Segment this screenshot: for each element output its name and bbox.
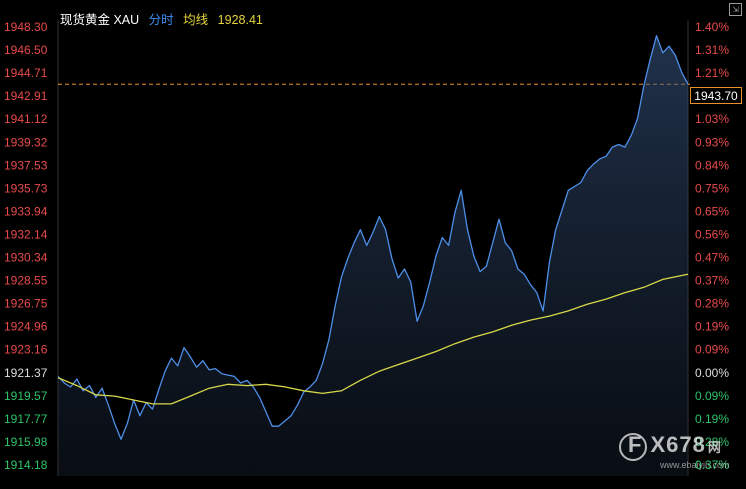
right-tick-label: 1.21% bbox=[695, 66, 729, 80]
right-tick-label: 0.37% bbox=[695, 458, 729, 472]
left-tick-label: 1923.16 bbox=[4, 343, 48, 357]
left-tick-label: 1948.30 bbox=[4, 20, 48, 34]
right-tick-label: 0.56% bbox=[695, 227, 729, 241]
left-tick-label: 1926.75 bbox=[4, 297, 48, 311]
right-tick-label: 0.19% bbox=[695, 412, 729, 426]
chart-header: 现货黄金 XAU 分时 均线 1928.41 bbox=[60, 9, 269, 28]
price-line bbox=[57, 35, 689, 440]
left-tick-label: 1917.77 bbox=[4, 412, 48, 426]
watermark-logo-icon bbox=[619, 433, 647, 461]
left-tick-label: 1935.73 bbox=[4, 181, 48, 195]
watermark-text: F X678 网 bbox=[620, 432, 722, 458]
left-tick-label: 1915.98 bbox=[4, 435, 48, 449]
left-tick-label: 1921.37 bbox=[4, 366, 48, 380]
right-tick-label: 0.93% bbox=[695, 135, 729, 149]
watermark-logo-letter: F bbox=[628, 432, 643, 457]
instrument-name: 现货黄金 XAU bbox=[60, 13, 140, 27]
price-area-fill bbox=[58, 35, 688, 476]
watermark-url: www.ebaiyin.com bbox=[660, 460, 730, 470]
left-tick-label: 1939.32 bbox=[4, 135, 48, 149]
left-tick-label: 1942.91 bbox=[4, 89, 48, 103]
watermark-cn: 网 bbox=[707, 440, 722, 455]
right-tick-label: 1.40% bbox=[695, 20, 729, 34]
left-tick-label: 1919.57 bbox=[4, 389, 48, 403]
right-tick-label: 0.65% bbox=[695, 204, 729, 218]
avg-value: 1928.41 bbox=[217, 13, 263, 27]
right-tick-label: 1.31% bbox=[695, 43, 729, 57]
tab-intraday[interactable]: 分时 bbox=[148, 13, 174, 27]
left-tick-label: 1933.94 bbox=[4, 204, 48, 218]
right-tick-label: 0.84% bbox=[695, 158, 729, 172]
right-tick-label: 0.00% bbox=[695, 366, 729, 380]
left-tick-label: 1937.53 bbox=[4, 158, 48, 172]
left-tick-label: 1946.50 bbox=[4, 43, 48, 57]
left-tick-label: 1928.55 bbox=[4, 274, 48, 288]
right-tick-label: 0.09% bbox=[695, 343, 729, 357]
left-tick-label: 1930.34 bbox=[4, 251, 48, 265]
right-tick-label: 0.28% bbox=[695, 297, 729, 311]
left-tick-label: 1932.14 bbox=[4, 227, 48, 241]
right-tick-label: 0.37% bbox=[695, 274, 729, 288]
right-tick-label: 1.03% bbox=[695, 112, 729, 126]
current-price-tag: 1943.70 bbox=[690, 87, 742, 104]
right-tick-label: 0.28% bbox=[695, 435, 729, 449]
watermark-brand: X678 bbox=[650, 432, 706, 457]
avg-line bbox=[57, 273, 689, 405]
left-tick-label: 1914.18 bbox=[4, 458, 48, 472]
right-tick-label: 0.19% bbox=[695, 320, 729, 334]
right-tick-label: 0.09% bbox=[695, 389, 729, 403]
right-tick-label: 0.75% bbox=[695, 181, 729, 195]
avg-label: 均线 bbox=[183, 13, 209, 27]
right-tick-label: 0.47% bbox=[695, 251, 729, 265]
left-tick-label: 1924.96 bbox=[4, 320, 48, 334]
expand-icon[interactable]: ⇲ bbox=[729, 3, 742, 16]
left-tick-label: 1944.71 bbox=[4, 66, 48, 80]
left-tick-label: 1941.12 bbox=[4, 112, 48, 126]
